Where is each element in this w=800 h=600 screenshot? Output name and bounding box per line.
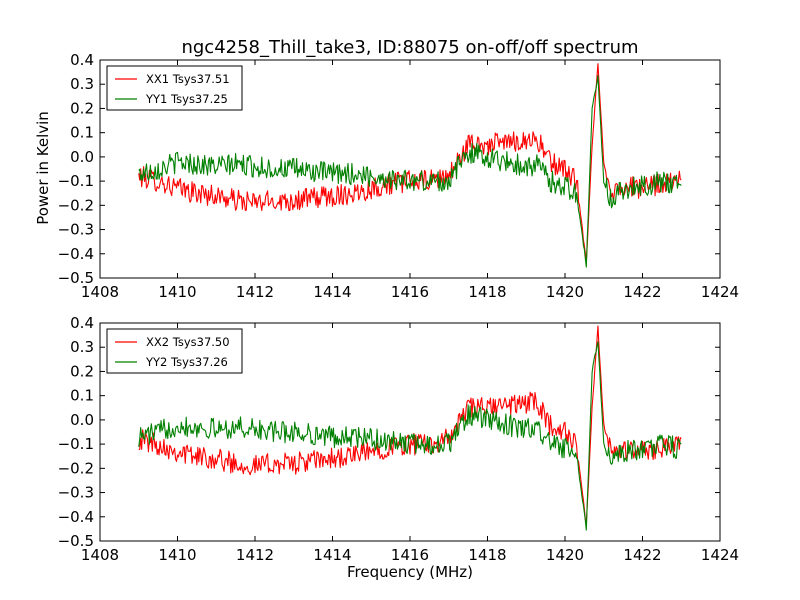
y-tick-label: 0.1 bbox=[70, 124, 94, 142]
y-tick-label: −0.5 bbox=[58, 269, 94, 287]
x-tick-label: 1418 bbox=[468, 283, 506, 301]
y-tick-label: 0.2 bbox=[70, 362, 94, 380]
x-tick-label: 1408 bbox=[81, 546, 119, 564]
series-line-yy1 bbox=[138, 75, 682, 268]
legend-label: YY1 Tsys37.25 bbox=[145, 92, 228, 106]
x-tick-label: 1410 bbox=[158, 283, 196, 301]
x-tick-label: 1424 bbox=[701, 546, 739, 564]
x-tick-label: 1422 bbox=[623, 283, 661, 301]
x-tick-label: 1424 bbox=[701, 283, 739, 301]
y-tick-label: 0.0 bbox=[70, 411, 94, 429]
y-tick-label: 0.0 bbox=[70, 148, 94, 166]
legend-label: YY2 Tsys37.26 bbox=[145, 355, 228, 369]
bottom-panel: 1408 1410 1412 1414 1416 1418 1420 1422 1424 0.4 0… bbox=[58, 314, 740, 564]
y-axis-label: Power in Kelvin bbox=[34, 111, 52, 225]
y-tick-label: −0.3 bbox=[58, 221, 94, 239]
series-line-xx2 bbox=[138, 325, 682, 526]
series-line-xx1 bbox=[138, 63, 682, 263]
legend-label: XX2 Tsys37.50 bbox=[146, 335, 230, 349]
x-tick-label: 1416 bbox=[391, 546, 429, 564]
y-tick-label: 0.4 bbox=[70, 314, 94, 332]
series-line-yy2 bbox=[138, 341, 682, 531]
x-tick-label: 1412 bbox=[236, 546, 274, 564]
legend: XX1 Tsys37.51 YY1 Tsys37.25 bbox=[106, 65, 243, 111]
legend-label: XX1 Tsys37.51 bbox=[146, 72, 230, 86]
legend: XX2 Tsys37.50 YY2 Tsys37.26 bbox=[106, 328, 243, 374]
x-tick-label: 1422 bbox=[623, 546, 661, 564]
x-tick-label: 1412 bbox=[236, 283, 274, 301]
y-tick-label: −0.5 bbox=[58, 532, 94, 550]
legend-box bbox=[106, 65, 243, 111]
x-tick-label: 1418 bbox=[468, 546, 506, 564]
x-tick-label: 1410 bbox=[158, 546, 196, 564]
legend-box bbox=[106, 328, 243, 374]
y-tick-label: 0.3 bbox=[70, 75, 94, 93]
x-axis-label: Frequency (MHz) bbox=[347, 563, 473, 581]
x-tick-label: 1414 bbox=[313, 546, 351, 564]
y-tick-label: −0.2 bbox=[58, 459, 94, 477]
x-tick-label: 1420 bbox=[546, 283, 584, 301]
x-tick-label: 1414 bbox=[313, 283, 351, 301]
chart-title: ngc4258_Thill_take3, ID:88075 on-off/off… bbox=[181, 37, 638, 58]
y-tick-label: −0.1 bbox=[58, 172, 94, 190]
y-tick-label: −0.4 bbox=[58, 245, 94, 263]
x-tick-label: 1420 bbox=[546, 546, 584, 564]
y-tick-label: 0.3 bbox=[70, 338, 94, 356]
x-tick-label: 1408 bbox=[81, 283, 119, 301]
y-tick-label: 0.4 bbox=[70, 51, 94, 69]
y-tick-label: −0.2 bbox=[58, 196, 94, 214]
y-tick-label: −0.4 bbox=[58, 508, 94, 526]
y-tick-label: 0.2 bbox=[70, 99, 94, 117]
y-tick-label: 0.1 bbox=[70, 387, 94, 405]
y-tick-label: −0.1 bbox=[58, 435, 94, 453]
top-panel: 1408 1410 1412 1414 1416 1418 1420 1422 1424 0.4 0… bbox=[58, 51, 740, 301]
y-tick-label: −0.3 bbox=[58, 484, 94, 502]
x-tick-label: 1416 bbox=[391, 283, 429, 301]
